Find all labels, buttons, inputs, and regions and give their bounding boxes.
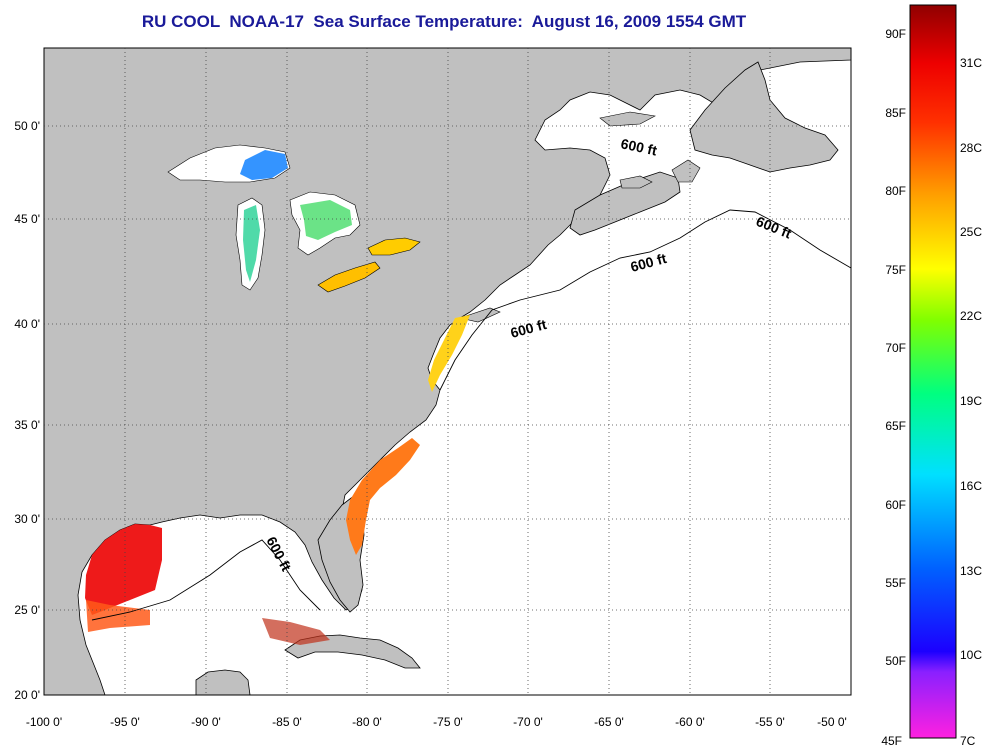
- x-tick-label: -95 0': [110, 715, 140, 729]
- pei-land: [619, 175, 653, 189]
- colorbar: [909, 4, 957, 739]
- gridlines: [44, 48, 851, 695]
- x-tick-label: -55 0': [755, 715, 785, 729]
- fahrenheit-label: 70F: [885, 341, 906, 355]
- map-title: RU COOL NOAA-17 Sea Surface Temperature:…: [141, 12, 747, 31]
- gulf-west-sst: [86, 600, 150, 632]
- x-tick-label: -65 0': [594, 715, 624, 729]
- y-tick-label: 20 0': [14, 688, 40, 702]
- celsius-label: 10C: [960, 648, 982, 662]
- depth-label: 600 ft: [619, 135, 658, 158]
- fahrenheit-label: 80F: [885, 184, 906, 198]
- fahrenheit-label: 75F: [885, 263, 906, 277]
- fahrenheit-label: 90F: [885, 27, 906, 41]
- celsius-label: 19C: [960, 394, 982, 408]
- celsius-label: 25C: [960, 225, 982, 239]
- y-tick-label: 35 0': [14, 418, 40, 432]
- lake-michigan-sst: [243, 205, 260, 282]
- fahrenheit-label: 65F: [885, 419, 906, 433]
- x-tick-label: -70 0': [513, 715, 543, 729]
- y-tick-label: 45 0': [14, 212, 40, 226]
- cape-breton-land: [671, 159, 701, 183]
- yucatan-land: [195, 669, 251, 695]
- depth-contour-600ft: [439, 209, 851, 391]
- lake-superior-sst: [240, 150, 288, 180]
- colorbar-celsius-labels: 31C 28C 25C 22C 19C 16C 13C 10C 7C: [960, 56, 982, 748]
- fahrenheit-label: 85F: [885, 106, 906, 120]
- mid-atlantic-sst: [428, 315, 470, 392]
- y-tick-label: 40 0': [14, 317, 40, 331]
- depth-contour-600ft-gulf: [91, 539, 321, 621]
- lake-erie: [317, 261, 381, 293]
- long-island-land: [458, 307, 501, 323]
- gulf-south-sst: [262, 618, 330, 645]
- x-tick-label: -85 0': [272, 715, 302, 729]
- south-atlantic-sst: [346, 438, 420, 555]
- fahrenheit-label: 60F: [885, 498, 906, 512]
- lake-huron-sst: [300, 200, 352, 240]
- x-axis: -100 0' -95 0' -90 0' -85 0' -80 0' -75 …: [26, 715, 847, 729]
- map-frame: [43, 47, 852, 696]
- y-tick-label: 30 0': [14, 512, 40, 526]
- celsius-label: 28C: [960, 141, 982, 155]
- x-tick-label: -60 0': [675, 715, 705, 729]
- celsius-label: 13C: [960, 564, 982, 578]
- x-tick-label: -100 0': [26, 715, 62, 729]
- cuba-land: [284, 634, 421, 669]
- x-tick-label: -75 0': [433, 715, 463, 729]
- colorbar-fahrenheit-labels: 90F 85F 80F 75F 70F 65F 60F 55F 50F 45F: [881, 27, 906, 748]
- fahrenheit-label: 50F: [885, 654, 906, 668]
- y-tick-label: 25 0': [14, 603, 40, 617]
- anticosti-land: [599, 111, 656, 127]
- gulf-texas-sst: [85, 524, 162, 615]
- celsius-label: 16C: [960, 479, 982, 493]
- y-axis: 50 0' 45 0' 40 0' 35 0' 30 0' 25 0' 20 0…: [14, 119, 40, 702]
- celsius-label: 31C: [960, 56, 982, 70]
- x-tick-label: -80 0': [352, 715, 382, 729]
- x-tick-label: -90 0': [191, 715, 221, 729]
- fahrenheit-label: 55F: [885, 576, 906, 590]
- newfoundland-land: [689, 61, 839, 173]
- celsius-label: 22C: [960, 309, 982, 323]
- lake-ontario: [367, 237, 421, 256]
- celsius-label: 7C: [960, 734, 976, 748]
- y-tick-label: 50 0': [14, 119, 40, 133]
- fahrenheit-label: 45F: [881, 734, 902, 748]
- x-tick-label: -50 0': [817, 715, 847, 729]
